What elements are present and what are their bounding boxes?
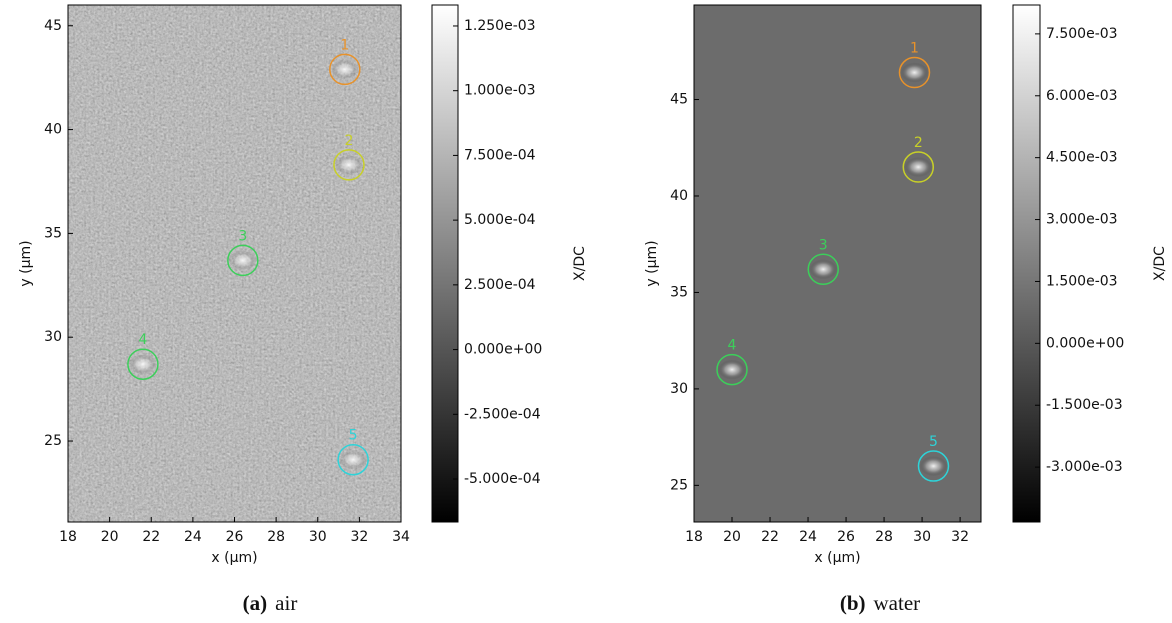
colorbar-tick-label: 7.500e-04 (464, 147, 536, 163)
colorbar (431, 4, 459, 523)
colorbar-label: X/DC (572, 246, 588, 281)
colorbar-tick-label: 7.500e-03 (1046, 26, 1118, 42)
marker-circle (807, 253, 839, 286)
colorbar-tick-label: -2.500e-04 (464, 406, 541, 422)
marker-circle (127, 348, 159, 380)
spot (809, 259, 838, 280)
marker-label: 2 (345, 133, 354, 149)
colorbar-tick-label: 3.000e-03 (1046, 212, 1118, 228)
x-tick-label: 26 (226, 529, 244, 545)
marker-circle (898, 56, 931, 89)
x-tick-label: 30 (913, 529, 931, 545)
caption-label: (b) (840, 591, 866, 615)
y-tick-label: 45 (670, 92, 688, 108)
marker-label: 2 (914, 135, 923, 151)
colorbar-tick-label: 1.500e-03 (1046, 273, 1118, 289)
colorbar-tick-label: 4.500e-03 (1046, 150, 1118, 166)
x-tick-label: 28 (875, 529, 893, 545)
caption: (b) water (840, 591, 920, 615)
colorbar-tick-label: -3.000e-03 (1046, 459, 1123, 475)
spot (228, 250, 257, 271)
x-tick-label: 34 (392, 529, 410, 545)
marker-circle (227, 244, 259, 277)
marker-label: 1 (340, 37, 349, 53)
plot-frame (693, 4, 982, 523)
x-tick-label: 22 (142, 529, 160, 545)
marker-label: 5 (929, 434, 938, 450)
colorbar-tick-label: 2.500e-04 (464, 277, 536, 293)
marker-label: 4 (138, 332, 147, 348)
spot (334, 154, 363, 175)
x-tick-label: 28 (267, 529, 285, 545)
colorbar-tick-label: 5.000e-04 (464, 212, 536, 228)
marker-circle (329, 53, 361, 86)
y-axis-label: y (µm) (18, 240, 34, 286)
marker-circle (337, 443, 369, 476)
x-tick-label: 18 (685, 529, 703, 545)
y-axis-label: y (µm) (644, 240, 660, 286)
y-tick-label: 25 (44, 433, 62, 449)
x-tick-label: 24 (799, 529, 817, 545)
spot (904, 157, 933, 178)
colorbar-label: X/DC (1152, 246, 1168, 281)
marker-circle (716, 353, 748, 386)
x-axis-label: x (µm) (814, 550, 860, 566)
x-tick-label: 24 (184, 529, 202, 545)
colorbar-tick-label: 0.000e+00 (464, 342, 542, 358)
marker-label: 1 (910, 41, 919, 57)
colorbar-tick-label: 0.000e+00 (1046, 335, 1124, 351)
spot (339, 449, 368, 470)
y-tick-label: 35 (44, 225, 62, 241)
y-tick-label: 30 (44, 329, 62, 345)
spot (330, 59, 359, 80)
y-tick-label: 40 (44, 122, 62, 138)
x-tick-label: 32 (951, 529, 969, 545)
spot (919, 456, 948, 477)
colorbar-tick-label: -1.500e-03 (1046, 397, 1123, 413)
x-tick-label: 18 (59, 529, 77, 545)
marker-circle (333, 149, 365, 181)
y-tick-label: 35 (670, 284, 688, 300)
x-tick-label: 22 (761, 529, 779, 545)
spot (128, 354, 157, 375)
marker-circle (917, 450, 950, 482)
x-tick-label: 20 (101, 529, 119, 545)
marker-label: 3 (819, 237, 828, 253)
marker-label: 5 (349, 428, 358, 444)
x-axis-label: x (µm) (211, 550, 257, 566)
caption-label: (a) (243, 591, 268, 615)
caption-text: air (275, 591, 297, 615)
colorbar-tick-label: 6.000e-03 (1046, 88, 1118, 104)
y-tick-label: 25 (670, 477, 688, 493)
y-tick-label: 45 (44, 18, 62, 34)
caption-text: water (874, 591, 921, 615)
spot (900, 62, 929, 83)
caption: (a) air (243, 591, 298, 615)
marker-label: 3 (238, 228, 247, 244)
marker-label: 4 (728, 338, 737, 354)
colorbar-tick-label: 1.000e-03 (464, 83, 536, 99)
colorbar-tick-label: 1.250e-03 (464, 18, 536, 34)
marker-circle (902, 151, 935, 183)
x-tick-label: 30 (309, 529, 327, 545)
y-tick-label: 40 (670, 188, 688, 204)
x-tick-label: 26 (837, 529, 855, 545)
colorbar (1012, 4, 1041, 523)
colorbar-tick-label: -5.000e-04 (464, 471, 541, 487)
x-tick-label: 32 (350, 529, 368, 545)
x-tick-label: 20 (723, 529, 741, 545)
y-tick-label: 30 (670, 381, 688, 397)
spot (718, 359, 747, 380)
